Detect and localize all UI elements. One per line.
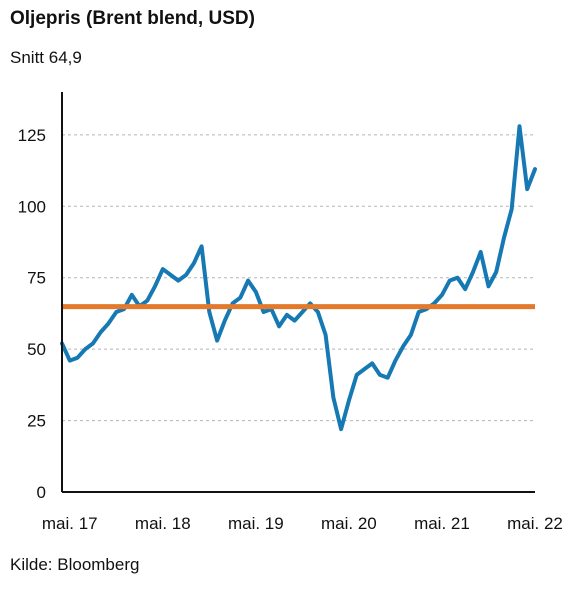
- x-tick-label: mai. 22: [507, 514, 563, 533]
- x-tick-label: mai. 20: [321, 514, 377, 533]
- y-tick-label: 75: [27, 269, 46, 288]
- x-tick-label: mai. 18: [135, 514, 191, 533]
- axes: [61, 92, 535, 493]
- y-tick-label: 50: [27, 340, 46, 359]
- y-tick-label: 25: [27, 412, 46, 431]
- x-tick-label: mai. 19: [228, 514, 284, 533]
- x-tick-label: mai. 21: [414, 514, 470, 533]
- chart-title: Oljepris (Brent blend, USD): [10, 8, 255, 29]
- source-note: Kilde: Bloomberg: [10, 555, 140, 574]
- y-tick-labels: 0 25 50 75 100 125: [18, 126, 46, 502]
- y-tick-label: 100: [18, 197, 46, 216]
- gridlines: [62, 134, 535, 422]
- x-tick-labels: mai. 17 mai. 18 mai. 19 mai. 20 mai. 21 mai. …: [42, 514, 563, 533]
- x-tick-label: mai. 17: [42, 514, 98, 533]
- y-tick-label: 125: [18, 126, 46, 145]
- chart-subtitle: Snitt 64,9: [10, 48, 82, 67]
- y-tick-label: 0: [37, 483, 46, 502]
